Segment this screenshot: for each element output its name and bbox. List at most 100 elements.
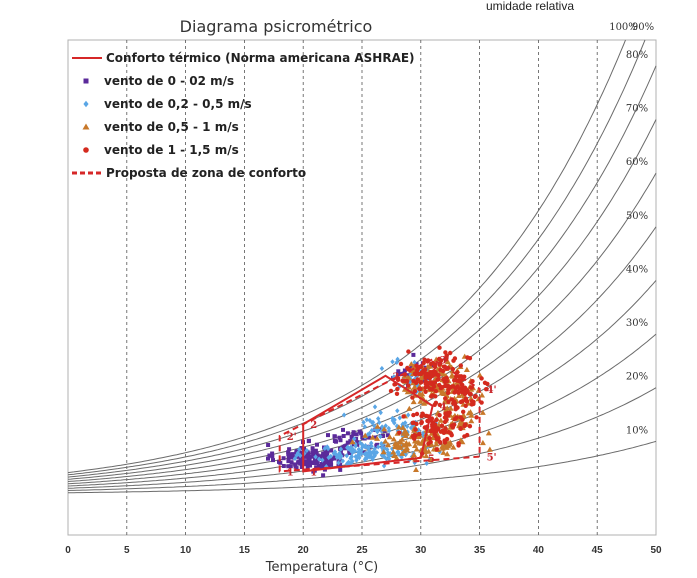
data-point-s1-c3-134 [365, 445, 371, 451]
x-tick-25: 25 [356, 545, 368, 556]
data-point-s0-c0-146 [286, 452, 291, 456]
data-point-s3-c9-44 [397, 430, 402, 435]
data-point-s2-c6-85 [433, 441, 440, 447]
rh-curve-20 [67, 387, 657, 491]
data-point-s1-c4-36 [408, 425, 414, 431]
data-point-s3-c10-0 [437, 345, 442, 350]
data-point-s0-c0-94 [290, 452, 295, 457]
data-point-s0-c0-100 [304, 462, 309, 467]
data-point-s1-c4-24 [397, 415, 402, 421]
data-point-s1-c4-31 [370, 420, 375, 426]
data-point-s1-c4-53 [392, 417, 397, 423]
zone-label-3p: 3' [440, 355, 450, 366]
legend-label-1: vento de 0 - 02 m/s [104, 74, 234, 88]
data-point-s0-c0-36 [266, 443, 271, 447]
legend-marker-4 [83, 147, 89, 153]
data-point-s0-c1-43 [374, 444, 379, 449]
data-point-s2-c7-89 [441, 390, 448, 396]
data-point-s3-c9-84 [443, 426, 448, 431]
data-point-s3-c9-27 [437, 439, 443, 445]
data-point-s0-c0-50 [314, 465, 319, 470]
data-point-s2-c6-104 [396, 444, 403, 450]
data-point-s0-c1-28 [344, 443, 349, 448]
data-point-s3-c10-34 [415, 377, 420, 382]
data-point-s3-c9-72 [424, 413, 429, 419]
data-point-s0-c0-29 [319, 462, 324, 466]
data-point-s3-c9-34 [414, 411, 420, 417]
data-point-s3-c9-57 [437, 413, 442, 418]
data-point-s1-c4-7 [369, 427, 375, 433]
data-point-s0-c0-138 [286, 464, 291, 469]
data-point-s0-c0-148 [281, 456, 286, 461]
data-point-s3-c10-74 [450, 366, 455, 372]
data-point-s2-c6-29 [486, 446, 493, 452]
data-point-s0-c2-1 [396, 372, 400, 377]
data-point-s3-c9-79 [441, 430, 447, 435]
zone-label-5p: 5' [487, 453, 497, 464]
data-point-s3-c10-135 [452, 378, 457, 383]
data-point-s2-c6-94 [402, 428, 409, 434]
data-point-s3-c10-112 [467, 356, 473, 361]
data-point-s2-c6-10 [423, 452, 430, 459]
data-point-s0-c0-126 [266, 456, 270, 461]
data-point-s1-c3-125 [356, 449, 361, 455]
data-point-s2-c8-5 [437, 417, 444, 423]
data-point-s2-c7-90 [404, 375, 411, 381]
data-point-s1-c3-105 [322, 445, 327, 451]
data-point-s1-c4-39 [377, 419, 382, 426]
data-point-s3-c10-41 [388, 388, 394, 394]
data-point-s1-c3-99 [349, 453, 354, 459]
data-point-s0-c0-15 [316, 463, 321, 468]
rh-label-50: 50% [626, 211, 648, 222]
data-point-s3-c10-89 [422, 357, 427, 362]
data-point-s1-c3-102 [337, 455, 342, 461]
data-point-s3-c11-43 [449, 397, 455, 402]
legend-label-2: vento de 0,2 - 0,5 m/s [104, 97, 252, 111]
data-point-s3-c9-90 [449, 423, 455, 428]
data-point-s1-c4-37 [376, 416, 381, 422]
data-point-s1-c3-133 [379, 441, 384, 447]
data-point-s2-c6-14 [374, 423, 381, 429]
data-point-s3-c11-48 [472, 394, 478, 399]
data-point-s1-c3-55 [360, 442, 365, 448]
data-point-s2-c6-5 [369, 434, 376, 440]
data-point-s2-c8-2 [479, 409, 486, 415]
data-point-s0-c1-38 [334, 439, 338, 444]
data-point-s3-c11-42 [443, 396, 448, 401]
data-point-s2-c7-49 [444, 358, 451, 365]
data-point-s2-c6-96 [393, 455, 400, 461]
rh-curve-60 [67, 172, 657, 482]
data-point-s3-c9-64 [427, 435, 432, 441]
data-point-s0-c0-149 [325, 449, 330, 454]
data-point-s3-c9-69 [428, 439, 433, 445]
data-point-s1-c3-92 [370, 449, 376, 455]
data-point-s3-c9-87 [431, 422, 437, 428]
x-tick-20: 20 [298, 545, 310, 556]
data-point-s0-c2-4 [402, 368, 407, 373]
data-point-s2-c6-41 [479, 439, 486, 446]
data-point-s2-c6-52 [402, 432, 409, 438]
data-point-s3-c10-108 [448, 350, 453, 356]
rh-curve-30 [67, 333, 657, 489]
zone-label-1: 1 [310, 467, 317, 478]
data-point-s3-c11-39 [452, 401, 458, 406]
data-point-s0-c0-88 [287, 447, 292, 452]
data-point-s2-c6-119 [413, 446, 420, 452]
data-point-s3-c10-52 [400, 378, 405, 383]
data-point-s1-c3-94 [297, 446, 302, 452]
data-point-s3-c10-30 [431, 384, 437, 389]
data-point-s0-c1-20 [345, 431, 350, 436]
rh-label-10: 10% [626, 425, 648, 436]
data-point-s2-c6-98 [374, 435, 381, 441]
data-point-s1-c4-15 [364, 417, 369, 423]
data-point-s2-c6-91 [413, 466, 419, 472]
data-point-s3-c10-44 [414, 380, 419, 385]
data-point-s3-c9-8 [474, 415, 479, 420]
data-point-s1-c3-128 [345, 461, 350, 467]
data-point-s3-c11-44 [446, 387, 451, 393]
data-point-s0-c2-10 [406, 373, 411, 378]
data-point-s0-c0-95 [293, 464, 298, 469]
data-point-s3-c9-85 [434, 447, 439, 452]
data-point-s2-c8-15 [465, 410, 472, 416]
data-point-s0-c2-0 [421, 378, 426, 383]
